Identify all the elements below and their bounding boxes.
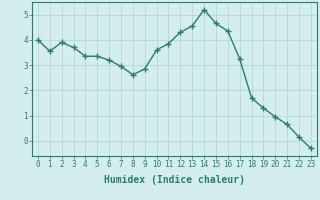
X-axis label: Humidex (Indice chaleur): Humidex (Indice chaleur) [104, 175, 245, 185]
